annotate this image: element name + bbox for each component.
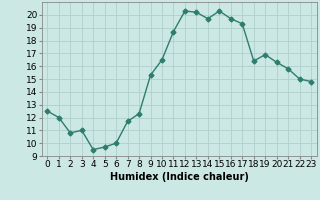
X-axis label: Humidex (Indice chaleur): Humidex (Indice chaleur): [110, 172, 249, 182]
